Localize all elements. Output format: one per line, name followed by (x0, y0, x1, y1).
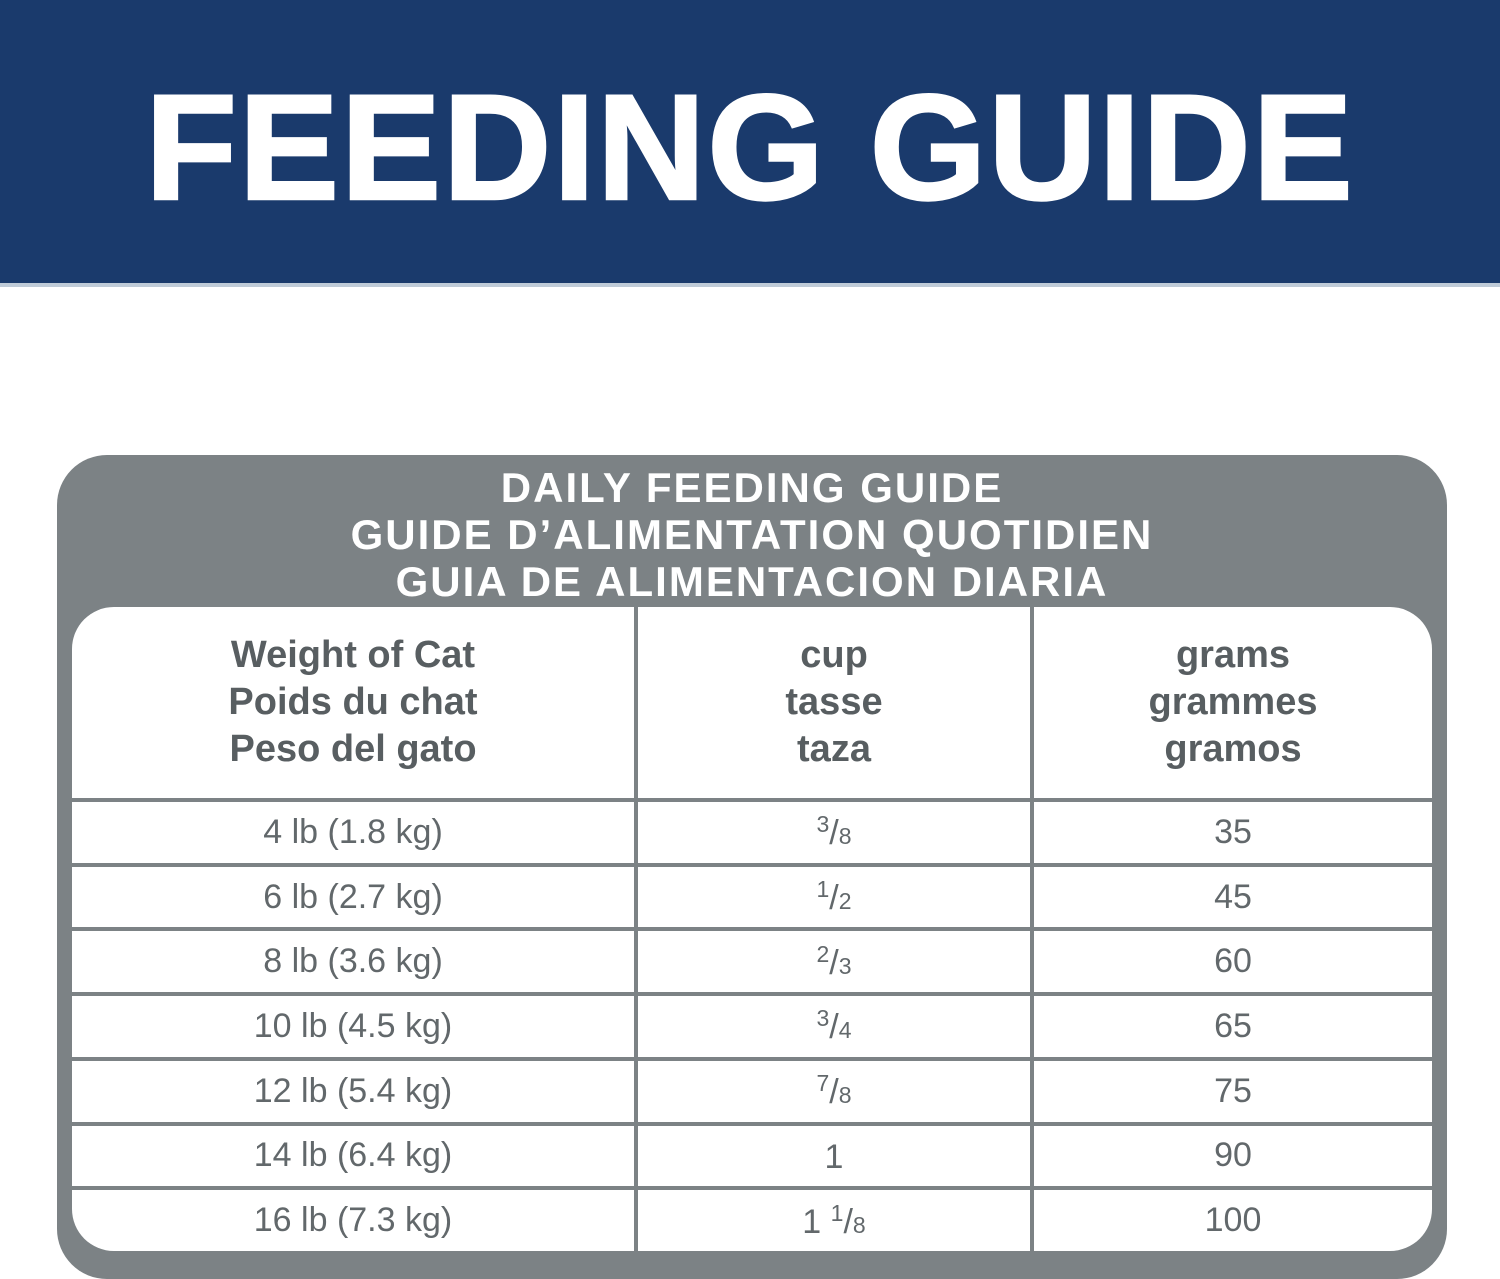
cup-value: 3/8 (816, 811, 851, 853)
grams-cell: 65 (1034, 996, 1432, 1057)
column-header-grams-en: grams (1175, 634, 1291, 676)
column-header-weight-es: Peso del gato (229, 728, 477, 770)
grams-cell: 90 (1034, 1125, 1432, 1187)
table-title: DAILY FEEDING GUIDE GUIDE D’ALIMENTATION… (57, 455, 1447, 607)
feeding-guide-banner: FEEDING GUIDE (0, 0, 1500, 283)
column-header-cup: cup tasse taza (638, 607, 1030, 798)
cup-value: 1 (825, 1135, 844, 1177)
grams-cell: 60 (1034, 931, 1432, 993)
weight-cell: 10 lb (4.5 kg) (72, 996, 634, 1057)
column-header-weight: Weight of Cat Poids du chat Peso del gat… (72, 607, 634, 798)
weight-cell: 6 lb (2.7 kg) (72, 866, 634, 928)
cup-fraction-denominator: 3 (838, 952, 852, 979)
cup-fraction-denominator: 8 (838, 1082, 852, 1109)
cup-fraction-slash: / (829, 879, 839, 918)
cup-whole: 1 (802, 1202, 831, 1241)
cup-fraction-numerator: 1 (830, 1199, 844, 1226)
cup-fraction-denominator: 8 (838, 823, 852, 850)
grams-cell: 100 (1034, 1190, 1432, 1251)
feeding-table-grid: Weight of Cat Poids du chat Peso del gat… (72, 607, 1432, 1251)
banner-underline (0, 283, 1500, 287)
column-header-grams-fr: grammes (1148, 681, 1318, 723)
table-title-line-en: DAILY FEEDING GUIDE (500, 463, 1004, 511)
cup-fraction-numerator: 3 (816, 1005, 830, 1032)
column-header-weight-en: Weight of Cat (230, 634, 476, 676)
cup-fraction-denominator: 2 (838, 888, 852, 915)
banner-title: FEEDING GUIDE (144, 62, 1355, 233)
weight-cell: 16 lb (7.3 kg) (72, 1190, 634, 1251)
weight-cell: 12 lb (5.4 kg) (72, 1060, 634, 1122)
column-header-cup-en: cup (800, 634, 868, 676)
daily-feeding-guide-card: DAILY FEEDING GUIDE GUIDE D’ALIMENTATION… (57, 455, 1447, 1279)
cup-fraction-slash: / (843, 1202, 853, 1241)
column-header-cup-fr: tasse (785, 681, 883, 723)
column-header-grams-es: gramos (1164, 728, 1302, 770)
weight-cell: 4 lb (1.8 kg) (72, 802, 634, 863)
cup-fraction-denominator: 4 (838, 1017, 852, 1044)
cup-value: 7/8 (816, 1070, 851, 1112)
cup-fraction-slash: / (829, 943, 839, 982)
cup-fraction-slash: / (829, 1073, 839, 1112)
cup-value: 1/2 (816, 876, 851, 918)
cup-cell: 1 1/8 (638, 1190, 1030, 1251)
cup-value: 1 1/8 (802, 1200, 865, 1242)
cup-fraction-numerator: 7 (816, 1070, 830, 1097)
cup-whole: 1 (824, 1137, 844, 1176)
column-header-weight-fr: Poids du chat (228, 681, 478, 723)
cup-value: 3/4 (816, 1005, 851, 1047)
weight-cell: 14 lb (6.4 kg) (72, 1125, 634, 1187)
grams-cell: 45 (1034, 866, 1432, 928)
cup-fraction-denominator: 8 (852, 1211, 866, 1238)
cup-fraction-numerator: 1 (816, 876, 830, 903)
cup-fraction-slash: / (829, 814, 839, 853)
grams-cell: 35 (1034, 802, 1432, 863)
cup-cell: 3/8 (638, 802, 1030, 863)
cup-value: 2/3 (816, 941, 851, 983)
grams-cell: 75 (1034, 1060, 1432, 1122)
table-title-line-es: GUIA DE ALIMENTACION DIARIA (395, 557, 1109, 605)
weight-cell: 8 lb (3.6 kg) (72, 931, 634, 993)
cup-fraction-numerator: 3 (816, 811, 830, 838)
cup-cell: 2/3 (638, 931, 1030, 993)
cup-cell: 1/2 (638, 866, 1030, 928)
cup-cell: 1 (638, 1125, 1030, 1187)
cup-fraction-numerator: 2 (816, 940, 830, 967)
cup-cell: 3/4 (638, 996, 1030, 1057)
column-header-grams: grams grammes gramos (1034, 607, 1432, 798)
cup-fraction-slash: / (829, 1008, 839, 1047)
column-header-cup-es: taza (797, 728, 871, 770)
cup-cell: 7/8 (638, 1060, 1030, 1122)
table-title-line-fr: GUIDE D’ALIMENTATION QUOTIDIEN (350, 510, 1154, 558)
